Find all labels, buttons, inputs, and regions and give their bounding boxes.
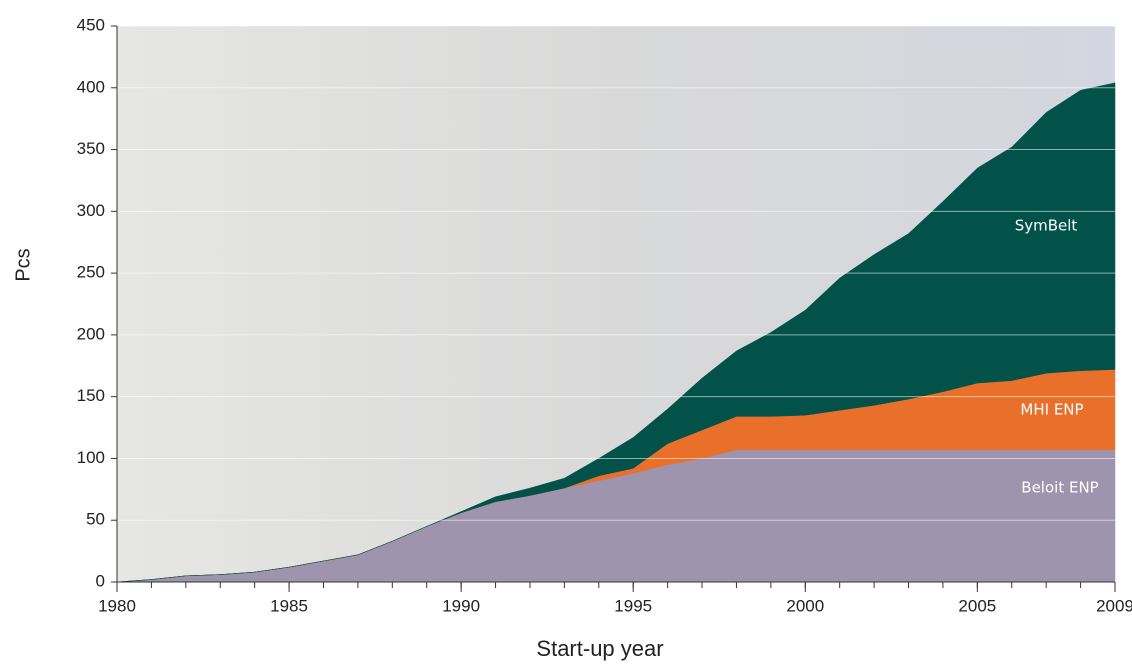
y-tick-label: 300 bbox=[77, 201, 105, 220]
series-label: SymBelt bbox=[1015, 217, 1078, 235]
chart: Start-up year Pcs 0 50 100 150 200 250 300 350 4… bbox=[0, 0, 1132, 664]
x-tick-label: 2000 bbox=[786, 596, 824, 615]
y-tick-label: 0 bbox=[96, 571, 105, 590]
y-tick-label: 100 bbox=[77, 448, 105, 467]
y-tick-label: 400 bbox=[77, 77, 105, 96]
y-tick-label: 150 bbox=[77, 386, 105, 405]
series-label: MHI ENP bbox=[1020, 401, 1083, 419]
x-tick-label: 1985 bbox=[270, 596, 308, 615]
y-tick-label: 50 bbox=[86, 510, 105, 529]
y-tick-label: 250 bbox=[77, 263, 105, 282]
x-axis-label: Start-up year bbox=[536, 636, 663, 661]
x-tick-label: 1995 bbox=[614, 596, 652, 615]
y-tick-label: 350 bbox=[77, 139, 105, 158]
x-tick-label: 1990 bbox=[442, 596, 480, 615]
y-tick-label: 450 bbox=[77, 15, 105, 34]
series-label: Beloit ENP bbox=[1021, 479, 1098, 497]
y-axis-label: Pcs bbox=[12, 248, 34, 281]
x-tick-label: 2009 bbox=[1096, 596, 1132, 615]
y-tick-label: 200 bbox=[77, 324, 105, 343]
x-tick-label: 2005 bbox=[958, 596, 996, 615]
page: Start-up year Pcs 0 50 100 150 200 250 300 350 4… bbox=[0, 0, 1132, 664]
x-tick-label: 1980 bbox=[98, 596, 136, 615]
